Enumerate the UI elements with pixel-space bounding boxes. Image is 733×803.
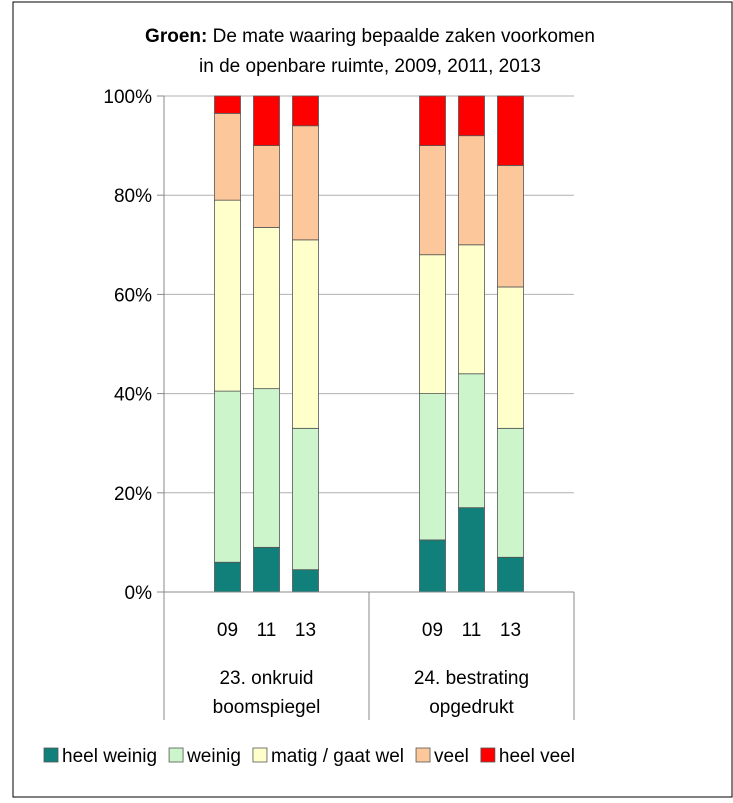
group-label-line1: 24. bestrating xyxy=(414,668,529,689)
x-tick-label: 13 xyxy=(500,620,521,641)
x-tick-label: 13 xyxy=(295,620,316,641)
x-tick-label: 09 xyxy=(217,620,238,641)
bar-segment xyxy=(292,125,319,241)
bar-segment xyxy=(497,427,524,558)
bar-segment xyxy=(419,145,446,256)
bar-segment xyxy=(214,199,241,392)
legend-label: heel weinig xyxy=(62,746,157,767)
chart-title-line2: in de openbare ruimte, 2009, 2011, 2013 xyxy=(199,56,541,77)
bar-segment xyxy=(497,165,524,288)
legend-swatch xyxy=(168,747,184,763)
bar-segment xyxy=(292,569,319,593)
bar-segment xyxy=(253,388,280,548)
legend-swatch xyxy=(480,747,496,763)
bars xyxy=(214,95,524,593)
legend-swatch xyxy=(415,747,431,763)
bar-segment xyxy=(253,145,280,228)
legend-swatch xyxy=(43,747,59,763)
axis-labels: 0% 20% 40% 60% 80% 100% 09 11 13 23. onkruid booms… xyxy=(103,87,529,718)
bar-segment xyxy=(419,95,446,146)
bar-segment xyxy=(419,539,446,593)
legend: heel weinig weinig matig / gaat wel veel hee… xyxy=(43,746,575,767)
bar-segment xyxy=(419,393,446,541)
x-tick-label: 11 xyxy=(257,620,277,641)
y-tick-label: 40% xyxy=(114,385,152,406)
chart-title: Groen: De mate waaring bepaalde zaken vo… xyxy=(145,26,595,47)
bar-segment xyxy=(458,244,485,375)
bar-segment xyxy=(292,95,319,127)
chart-title-bold: Groen: xyxy=(145,26,207,47)
bar-segment xyxy=(497,286,524,429)
bar-segment xyxy=(419,254,446,395)
bar-segment xyxy=(292,239,319,429)
x-tick-label: 09 xyxy=(422,620,443,641)
chart-title-rest: De mate waaring bepaalde zaken voorkomen xyxy=(207,26,595,47)
legend-swatch xyxy=(252,747,268,763)
bar-segment xyxy=(214,390,241,563)
legend-label: heel veel xyxy=(499,746,575,767)
group-label-line1: 23. onkruid xyxy=(219,668,313,689)
bar-segment xyxy=(458,95,485,137)
bar-segment xyxy=(253,546,280,593)
bar-segment xyxy=(458,135,485,246)
axes xyxy=(157,95,575,720)
bar-segment xyxy=(214,95,241,114)
y-tick-label: 20% xyxy=(114,484,152,505)
y-tick-label: 60% xyxy=(114,285,152,306)
chart-border xyxy=(12,1,733,798)
bar-segment xyxy=(292,427,319,571)
bar-segment xyxy=(458,507,485,593)
x-tick-label: 11 xyxy=(462,620,482,641)
bar-segment xyxy=(253,95,280,146)
bar-segment xyxy=(214,112,241,201)
bar-segment xyxy=(253,227,280,390)
legend-label: veel xyxy=(434,746,469,767)
bar-segment xyxy=(497,95,524,166)
legend-label: weinig xyxy=(186,746,241,767)
group-label-line2: boomspiegel xyxy=(213,697,321,718)
y-tick-label: 80% xyxy=(114,186,152,207)
bar-segment xyxy=(458,373,485,509)
group-label-line2: opgedrukt xyxy=(429,697,514,718)
bar-segment xyxy=(214,561,241,593)
y-tick-label: 100% xyxy=(103,87,152,108)
legend-label: matig / gaat wel xyxy=(271,746,404,767)
bar-segment xyxy=(497,556,524,593)
y-tick-label: 0% xyxy=(125,583,153,604)
